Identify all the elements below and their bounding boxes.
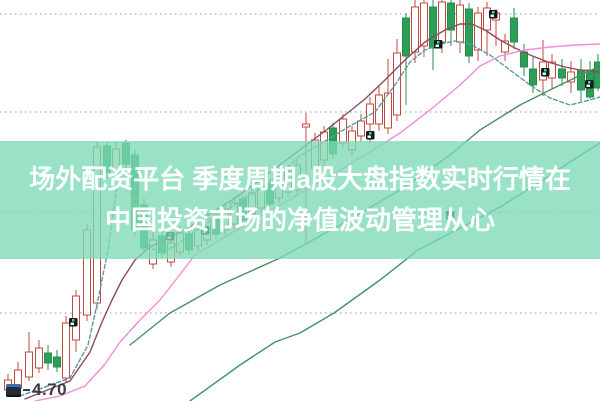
- candle-down: [402, 17, 410, 57]
- candle-up: [62, 322, 70, 379]
- candle-up: [375, 94, 383, 125]
- tick-mark: [23, 389, 30, 391]
- overlay-title-line1: 场外配资平台 季度周期a股大盘指数实时行情在: [29, 164, 571, 194]
- trade-marker-dot: [70, 322, 74, 325]
- candle-down: [53, 356, 61, 368]
- candle-down: [529, 68, 537, 86]
- candle-up: [474, 12, 482, 51]
- trade-marker-dot: [492, 11, 495, 14]
- candle-down: [44, 352, 52, 364]
- overlay-title-line2: 中国投资市场的净值波动管理从心: [104, 205, 495, 235]
- candle-down: [594, 61, 600, 89]
- candle-up: [438, 1, 446, 43]
- candle-up: [25, 351, 33, 378]
- candle-down: [447, 2, 455, 31]
- trade-marker-dot: [437, 41, 440, 44]
- trade-marker-dot: [369, 132, 372, 135]
- price-label-row: 4.70: [6, 380, 67, 400]
- candle-down: [577, 69, 585, 91]
- candle-up: [384, 92, 392, 129]
- trade-marker-dot: [542, 72, 546, 75]
- candle-up: [357, 120, 365, 137]
- candle-up: [567, 71, 575, 83]
- candle-up: [411, 6, 419, 53]
- candle-down: [520, 51, 528, 68]
- candle-up: [302, 123, 310, 128]
- trade-marker-dot: [544, 69, 547, 72]
- trade-marker-dot: [586, 84, 590, 87]
- trade-marker-dot: [72, 319, 75, 322]
- candle-down: [558, 68, 566, 79]
- ma-mid-maroon: [24, 23, 600, 400]
- candle-down: [510, 17, 518, 43]
- trade-marker-dot: [435, 44, 439, 47]
- candle-up: [483, 7, 491, 31]
- trade-marker-dot: [490, 14, 494, 17]
- trade-marker-dot: [588, 81, 591, 84]
- watermark-icon: [6, 383, 21, 397]
- candle-down: [429, 6, 437, 49]
- trade-marker-dot: [367, 135, 371, 138]
- candle-up: [393, 52, 401, 116]
- title-overlay-band: 场外配资平台 季度周期a股大盘指数实时行情在 中国投资市场的净值波动管理从心: [0, 141, 600, 259]
- price-label: 4.70: [32, 380, 68, 399]
- candle-up: [420, 2, 428, 47]
- candle-up: [35, 347, 43, 369]
- candle-down: [465, 8, 473, 57]
- candle-up: [501, 40, 509, 53]
